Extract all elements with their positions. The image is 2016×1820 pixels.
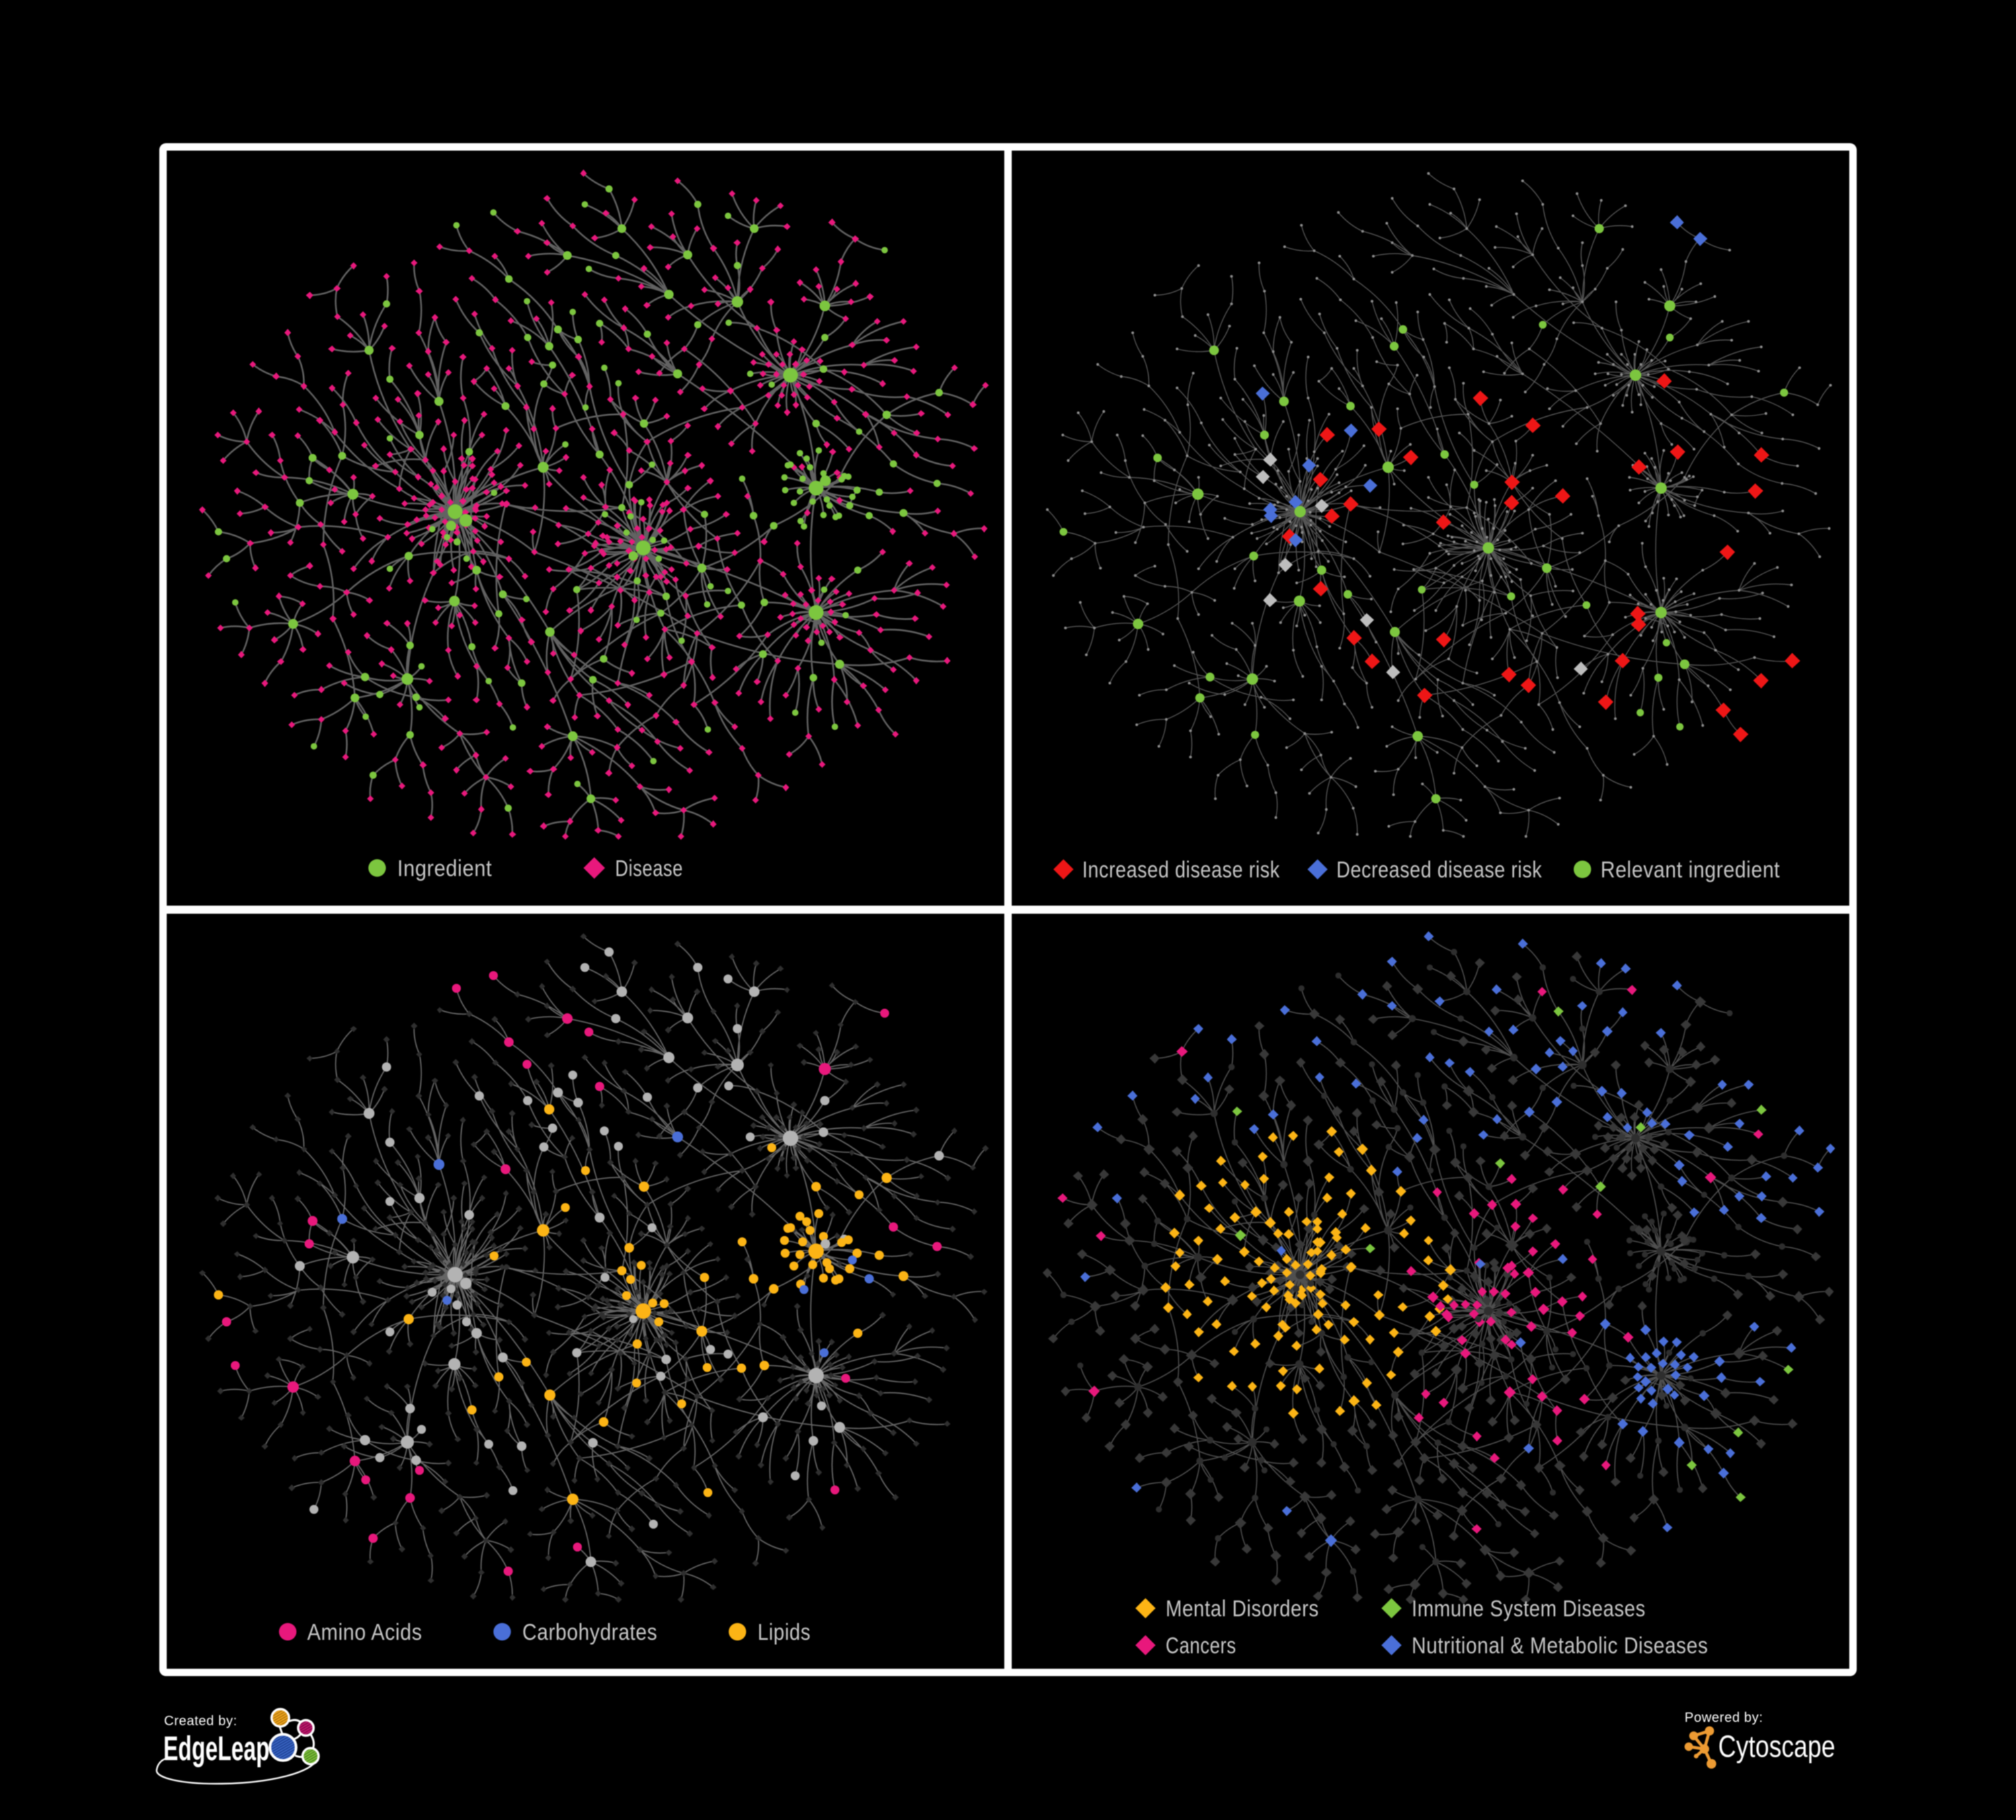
svg-text:Lipids: Lipids xyxy=(758,1620,811,1645)
svg-text:Increased disease risk: Increased disease risk xyxy=(1082,857,1280,883)
svg-text:Mental Disorders: Mental Disorders xyxy=(1166,1596,1319,1622)
svg-text:Amino Acids: Amino Acids xyxy=(307,1620,422,1645)
svg-text:Immune System Diseases: Immune System Diseases xyxy=(1412,1596,1646,1622)
svg-text:Cancers: Cancers xyxy=(1166,1633,1236,1659)
svg-text:Powered by:: Powered by: xyxy=(1685,1710,1763,1725)
svg-text:Carbohydrates: Carbohydrates xyxy=(522,1620,657,1645)
svg-text:Disease: Disease xyxy=(615,856,683,881)
svg-text:Relevant ingredient: Relevant ingredient xyxy=(1601,857,1780,883)
svg-text:EdgeLeap: EdgeLeap xyxy=(163,1729,270,1768)
svg-text:Nutritional & Metabolic Diseas: Nutritional & Metabolic Diseases xyxy=(1412,1633,1708,1659)
svg-text:Decreased disease risk: Decreased disease risk xyxy=(1336,857,1542,883)
svg-text:Cytoscape: Cytoscape xyxy=(1718,1729,1835,1764)
svg-text:Created by:: Created by: xyxy=(164,1714,237,1729)
svg-text:Ingredient: Ingredient xyxy=(397,856,492,881)
